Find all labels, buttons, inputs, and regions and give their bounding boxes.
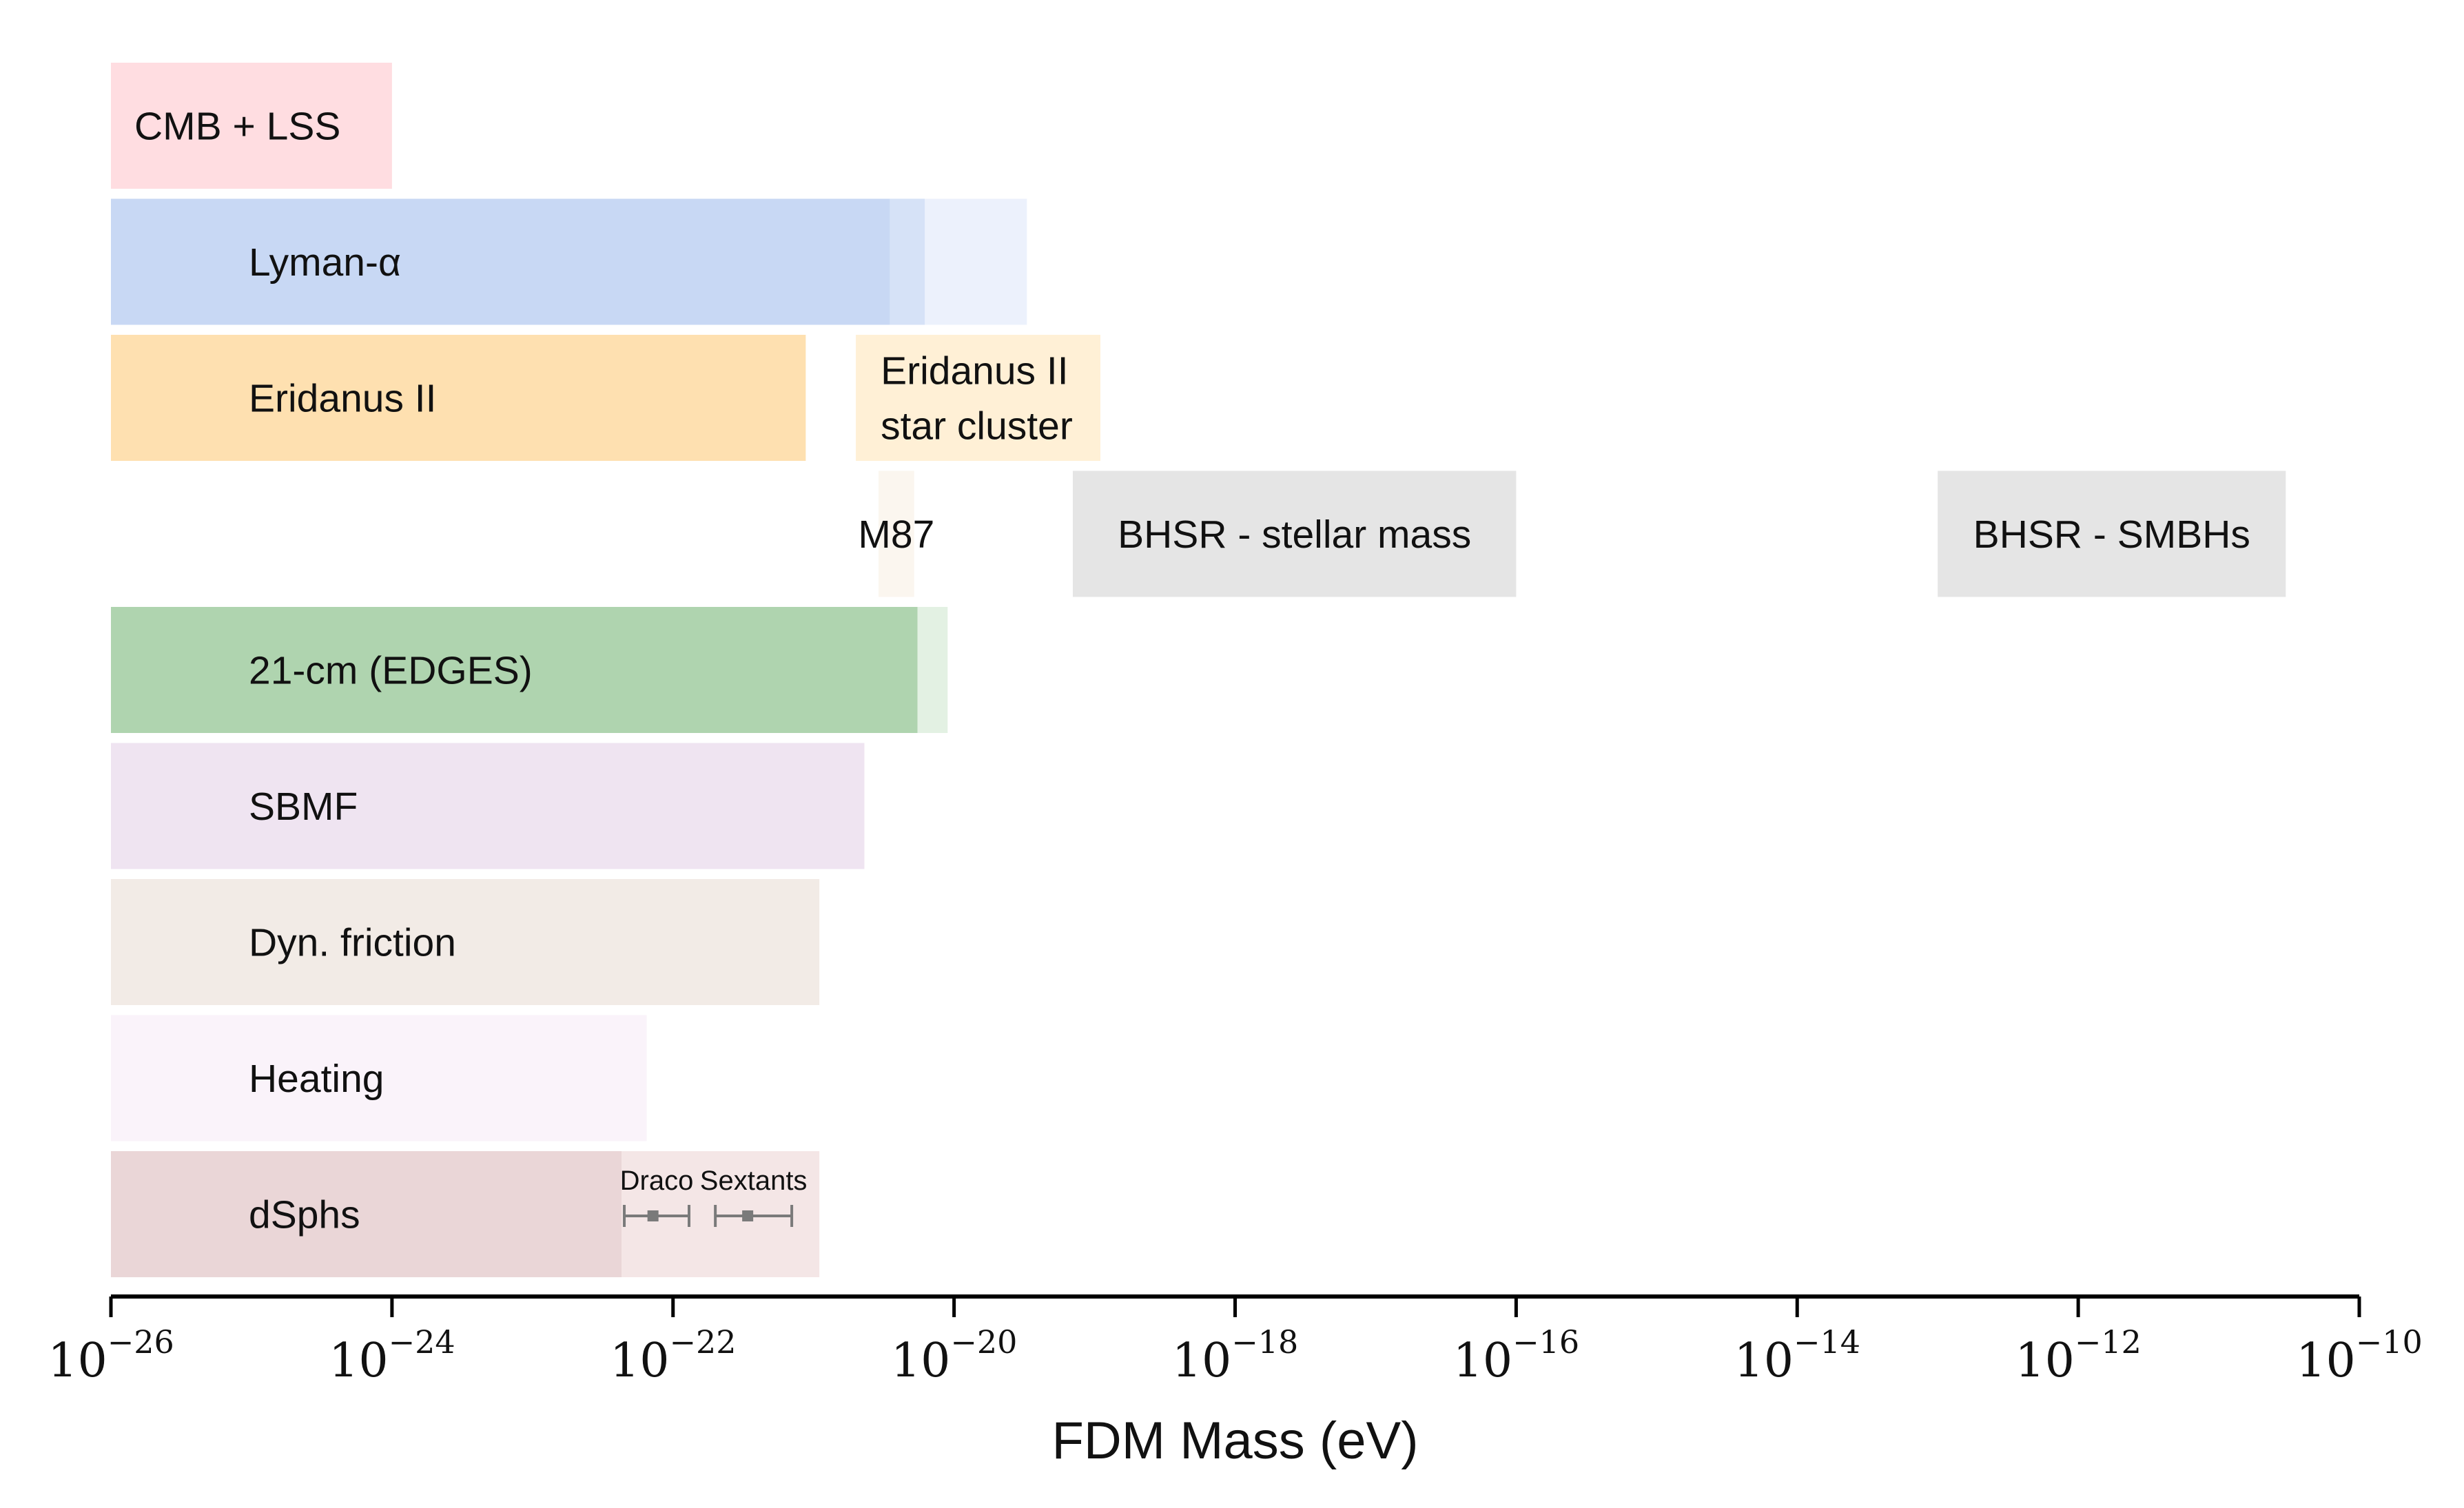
eridanus-ii-label-line-0: Eridanus II (249, 377, 436, 421)
bhsr-smbhs-label-line-0: BHSR - SMBHs (1973, 513, 2250, 557)
draco-point (647, 1210, 659, 1221)
m87-label-line-0: M87 (858, 513, 934, 557)
sextants-marker: Sextants (700, 1166, 808, 1227)
bhsr-stellar-mass-label: BHSR - stellar mass (1118, 513, 1471, 557)
x-tick-label: 10−10 (2296, 1323, 2423, 1388)
x-tick-label: 10−26 (48, 1323, 174, 1388)
eridanus-ii-star-cluster-label-line-1: star cluster (881, 404, 1073, 448)
21cm-edges-label: 21-cm (EDGES) (249, 649, 533, 693)
heating-label: Heating (249, 1057, 384, 1101)
eridanus-ii-star-cluster-label-line-0: Eridanus II (881, 349, 1068, 393)
dyn-friction-label-line-0: Dyn. friction (249, 921, 456, 965)
eridanus-ii-star-cluster-label: Eridanus II star cluster (881, 349, 1073, 448)
lyman-alpha-label: Lyman-α (249, 240, 401, 285)
21cm-edges-bar-segment-0 (111, 607, 918, 733)
sextants-label: Sextants (700, 1166, 808, 1196)
m87-bar-segment-0 (878, 471, 914, 597)
constraint-labels: CMB + LSS Lyman-α Eridanus II Eridanus II st… (134, 105, 2250, 1237)
lyman-alpha-bar-segment-0 (111, 198, 890, 325)
x-axis-title: FDM Mass (eV) (1052, 1412, 1419, 1470)
draco-marker: Draco (620, 1166, 694, 1227)
sextants-point (742, 1210, 754, 1221)
eridanus-ii-star-cluster-bar-segment-0 (856, 335, 1101, 461)
sbmf-label-line-0: SBMF (249, 785, 358, 829)
bhsr-stellar-mass-label-line-0: BHSR - stellar mass (1118, 513, 1471, 557)
bhsr-stellar-mass-bar-segment-0 (1072, 471, 1517, 597)
cmb-lss-bar-segment-0 (111, 63, 392, 189)
dsph-markers: Draco Sextants (620, 1166, 808, 1227)
dyn-friction-label: Dyn. friction (249, 921, 456, 965)
cmb-lss-label-line-0: CMB + LSS (134, 105, 340, 149)
dsphs-label-line-0: dSphs (249, 1193, 360, 1237)
lyman-alpha-bar-segment-1 (890, 198, 925, 325)
dsphs-label: dSphs (249, 1193, 360, 1237)
dsphs-bar-segment-0 (111, 1151, 622, 1277)
x-tick-label: 10−12 (2015, 1323, 2142, 1388)
bhsr-smbhs-bar-segment-0 (1938, 471, 2286, 597)
heating-bar-segment-0 (111, 1015, 647, 1142)
m87-label: M87 (858, 513, 934, 557)
sbmf-label: SBMF (249, 785, 358, 829)
x-axis: 10−26 10−24 10−22 10−20 10−18 10−16 10−14 10−12… (48, 1294, 2423, 1388)
21cm-edges-label-line-0: 21-cm (EDGES) (249, 649, 533, 693)
21cm-edges-bar-segment-1 (917, 607, 948, 733)
draco-label: Draco (620, 1166, 694, 1196)
eridanus-ii-label: Eridanus II (249, 377, 436, 421)
x-tick-label: 10−18 (1172, 1323, 1299, 1388)
bhsr-smbhs-label: BHSR - SMBHs (1973, 513, 2250, 557)
x-tick-label: 10−20 (891, 1323, 1018, 1388)
x-tick-label: 10−16 (1453, 1323, 1580, 1388)
lyman-alpha-label-line-0: Lyman-α (249, 240, 401, 285)
sbmf-bar-segment-0 (111, 743, 865, 869)
cmb-lss-label: CMB + LSS (134, 105, 340, 149)
x-tick-label: 10−22 (610, 1323, 737, 1388)
dyn-friction-bar-segment-0 (111, 879, 820, 1005)
lyman-alpha-bar-segment-2 (925, 198, 1027, 325)
x-tick-label: 10−14 (1734, 1323, 1860, 1388)
constraint-bars (111, 63, 2286, 1277)
heating-label-line-0: Heating (249, 1057, 384, 1101)
eridanus-ii-bar-segment-0 (111, 335, 806, 461)
x-tick-label: 10−24 (329, 1323, 455, 1388)
